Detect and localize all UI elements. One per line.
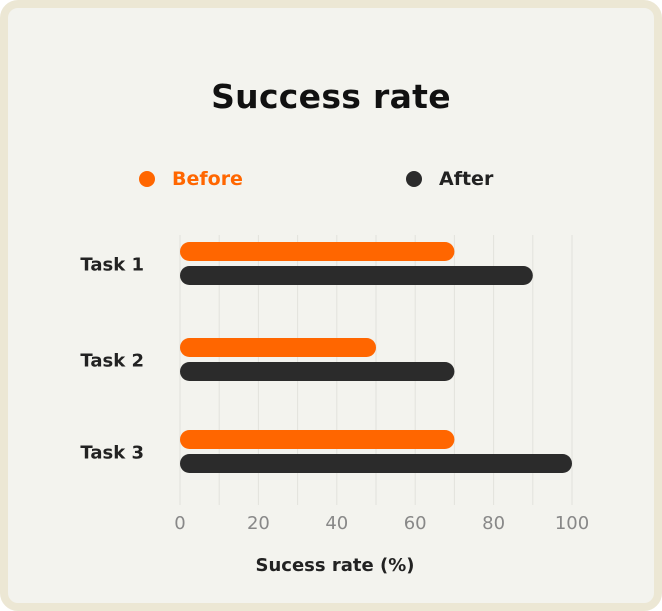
- bar-chart-plot: Task 1 Task 2 Task 3 0 20 40 60 80 100 Sucess rat…: [80, 235, 589, 576]
- legend-label-after: After: [439, 168, 494, 190]
- legend-swatch-after: [406, 171, 422, 187]
- category-label: Task 3: [80, 443, 144, 464]
- legend-item-before: Before: [139, 167, 243, 191]
- x-tick-label: 100: [555, 513, 589, 534]
- x-tick-label: 80: [482, 513, 505, 534]
- bar-after-task-1: [180, 266, 533, 285]
- legend-swatch-before: [139, 171, 155, 187]
- chart-title: Success rate: [211, 77, 451, 116]
- bar-after-task-3: [180, 454, 572, 473]
- x-axis-label: Sucess rate (%): [256, 555, 415, 576]
- bar-before-task-3: [180, 430, 455, 449]
- x-tick-label: 0: [174, 513, 185, 534]
- x-tick-label: 40: [325, 513, 348, 534]
- bar-before-task-2: [180, 338, 376, 357]
- category-label: Task 2: [80, 351, 144, 372]
- legend-label-before: Before: [172, 168, 243, 190]
- x-tick-label: 20: [247, 513, 270, 534]
- category-label: Task 1: [80, 255, 144, 276]
- x-tick-label: 60: [404, 513, 427, 534]
- bar-before-task-1: [180, 242, 455, 261]
- legend-item-after: After: [406, 167, 493, 191]
- bar-after-task-2: [180, 362, 455, 381]
